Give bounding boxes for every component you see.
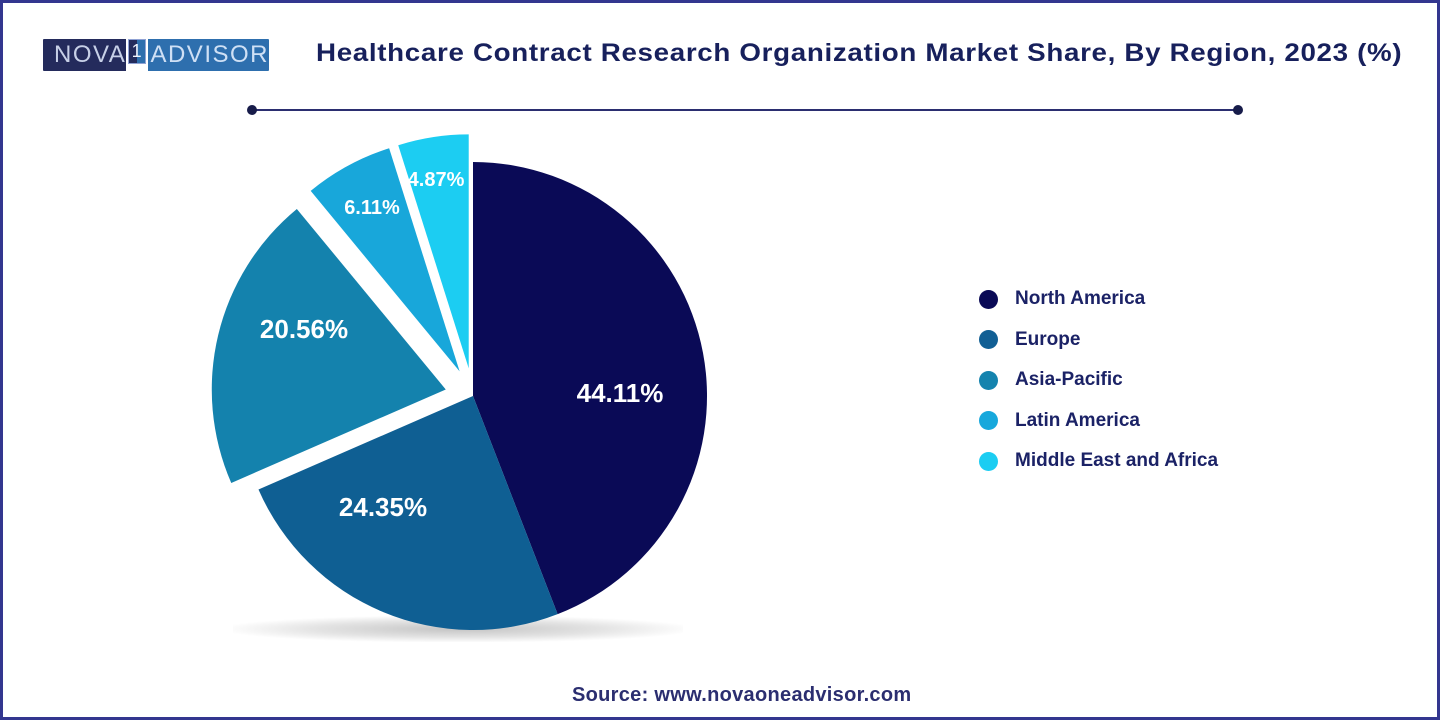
svg-text:24.35%: 24.35% xyxy=(339,492,427,522)
svg-text:44.11%: 44.11% xyxy=(577,378,664,408)
svg-text:20.56%: 20.56% xyxy=(260,314,348,344)
svg-text:4.87%: 4.87% xyxy=(408,169,465,191)
svg-text:6.11%: 6.11% xyxy=(344,197,400,219)
